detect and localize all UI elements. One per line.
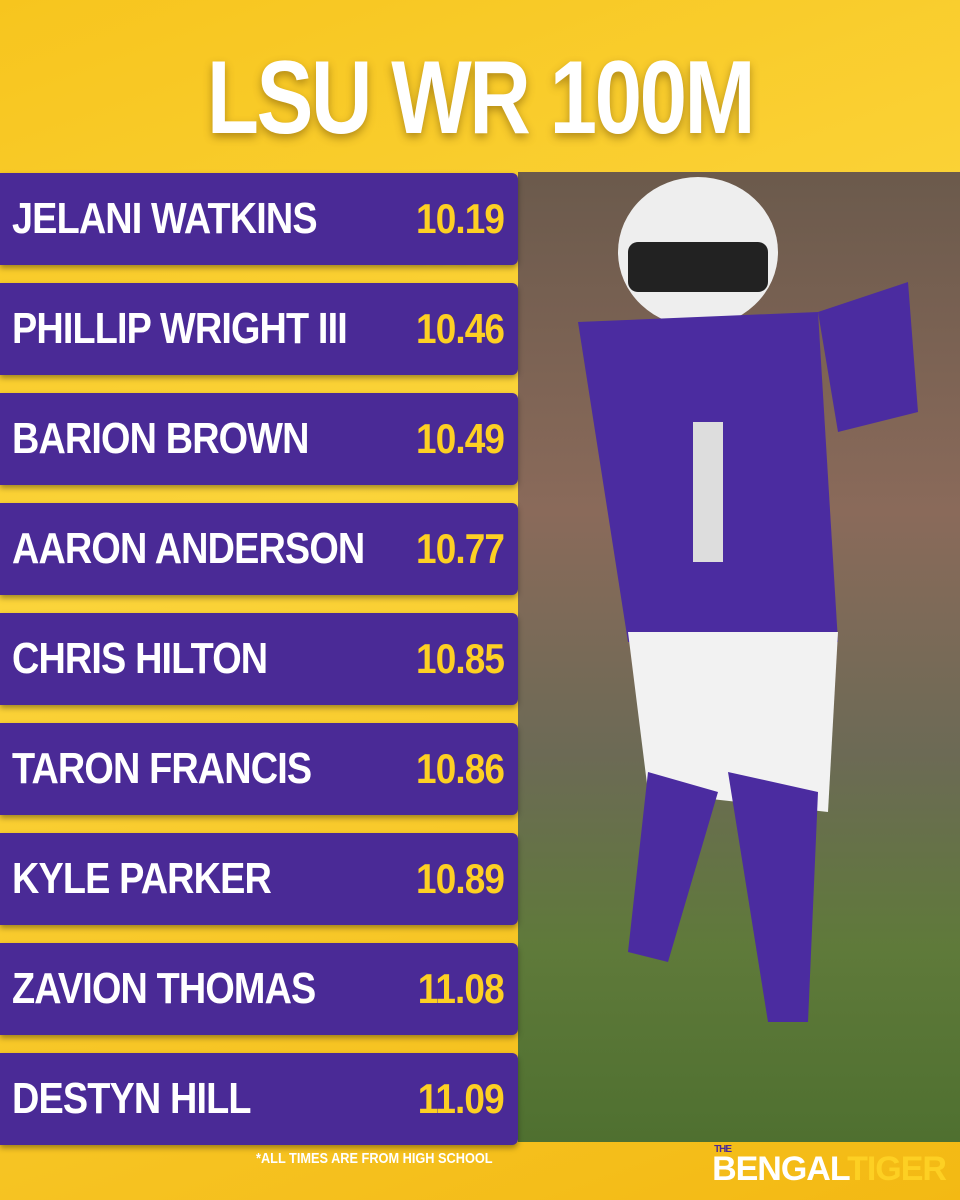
player-name: PHILLIP WRIGHT III <box>12 304 348 353</box>
footnote: *ALL TIMES ARE FROM HIGH SCHOOL <box>256 1150 493 1167</box>
player-time: 11.08 <box>417 965 505 1012</box>
player-time: 11.09 <box>417 1075 505 1122</box>
player-time: 10.77 <box>415 525 505 572</box>
brand-the: THE <box>714 1144 732 1155</box>
player-name: JELANI WATKINS <box>12 194 318 243</box>
player-row: CHRIS HILTON 10.85 <box>0 613 518 705</box>
player-row: PHILLIP WRIGHT III 10.46 <box>0 283 518 375</box>
player-name: DESTYN HILL <box>12 1074 251 1123</box>
brand-logo: THE BENGALTIGER <box>712 1144 947 1189</box>
player-row: DESTYN HILL 11.09 <box>0 1053 518 1145</box>
player-time: 10.85 <box>415 635 505 682</box>
player-row: AARON ANDERSON 10.77 <box>0 503 518 595</box>
player-name: BARION BROWN <box>12 414 309 463</box>
player-row: ZAVION THOMAS 11.08 <box>0 943 518 1035</box>
player-row: JELANI WATKINS 10.19 <box>0 173 518 265</box>
player-time: 10.19 <box>415 195 505 242</box>
player-row: KYLE PARKER 10.89 <box>0 833 518 925</box>
player-illustration <box>578 177 918 1022</box>
player-name: ZAVION THOMAS <box>12 964 316 1013</box>
player-name: CHRIS HILTON <box>12 634 268 683</box>
player-time: 10.49 <box>415 415 505 462</box>
brand-bengal: BENGAL <box>712 1150 848 1188</box>
brand-tiger: TIGER <box>847 1150 947 1188</box>
player-photo <box>518 172 960 1142</box>
player-time: 10.46 <box>415 305 505 352</box>
player-row: TARON FRANCIS 10.86 <box>0 723 518 815</box>
player-row: BARION BROWN 10.49 <box>0 393 518 485</box>
player-name: AARON ANDERSON <box>12 524 365 573</box>
player-time: 10.89 <box>415 855 505 902</box>
player-time: 10.86 <box>415 745 505 792</box>
player-name: TARON FRANCIS <box>12 744 312 793</box>
player-name: KYLE PARKER <box>12 854 272 903</box>
